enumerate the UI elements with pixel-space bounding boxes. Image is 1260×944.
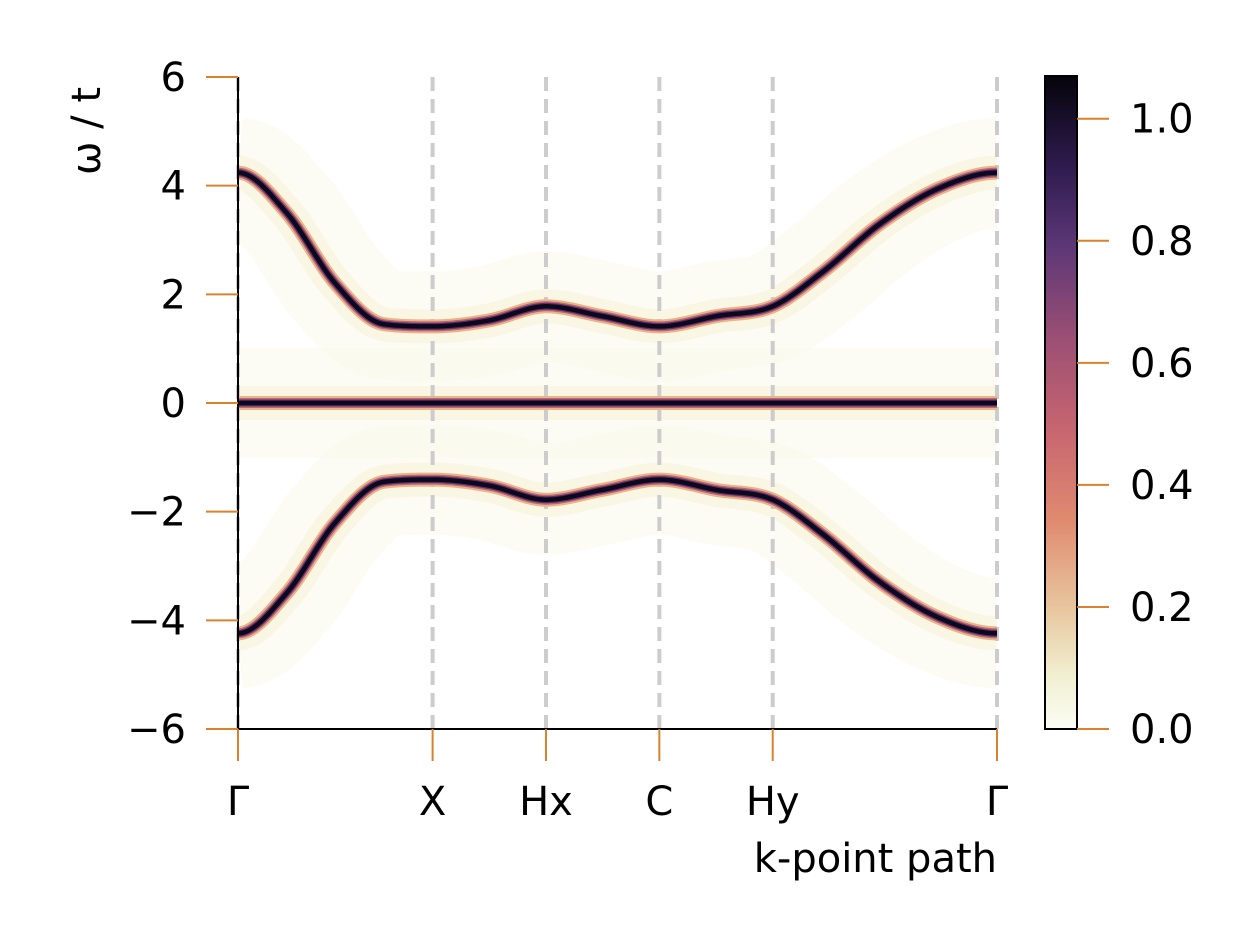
- x-tick-label: Hx: [519, 779, 573, 825]
- band-line-2: [238, 477, 997, 636]
- y-tick-label: 6: [161, 55, 186, 101]
- y-tick-label: −6: [127, 707, 186, 753]
- colorbar: 0.0 0.2 0.4 0.6 0.8 1.0: [1044, 75, 1194, 753]
- y-tick-label: 4: [161, 164, 186, 210]
- x-tick-label: Γ: [986, 779, 1009, 825]
- y-tick-label: 2: [161, 272, 186, 318]
- colorbar-tick-label: 0.6: [1130, 341, 1194, 387]
- x-tick-label: X: [419, 779, 446, 825]
- colorbar-tick-label: 0.0: [1130, 707, 1194, 753]
- y-axis-label: ω / t: [64, 87, 110, 175]
- x-axis-ticks: Γ X Hx C Hy Γ: [227, 729, 1009, 825]
- colorbar-gradient: [1044, 75, 1078, 730]
- band-lines: [238, 165, 997, 641]
- y-axis-ticks: −6 −4 −2 0 2 4 6: [127, 55, 238, 753]
- colorbar-tick-label: 0.2: [1130, 585, 1194, 631]
- colorbar-tick-label: 1.0: [1130, 97, 1194, 143]
- plot-area: [236, 77, 999, 730]
- colorbar-ticks: 0.0 0.2 0.4 0.6 0.8 1.0: [1077, 97, 1194, 753]
- y-tick-label: 0: [161, 381, 186, 427]
- y-tick-label: −2: [127, 490, 186, 536]
- colorbar-tick-label: 0.4: [1130, 463, 1194, 509]
- x-axis-label: k-point path: [754, 836, 997, 882]
- band-line-0: [238, 170, 997, 329]
- x-tick-label: Γ: [227, 779, 250, 825]
- colorbar-tick-label: 0.8: [1130, 219, 1194, 265]
- y-tick-label: −4: [127, 598, 186, 644]
- x-tick-label: C: [645, 779, 673, 825]
- x-tick-label: Hy: [746, 779, 800, 825]
